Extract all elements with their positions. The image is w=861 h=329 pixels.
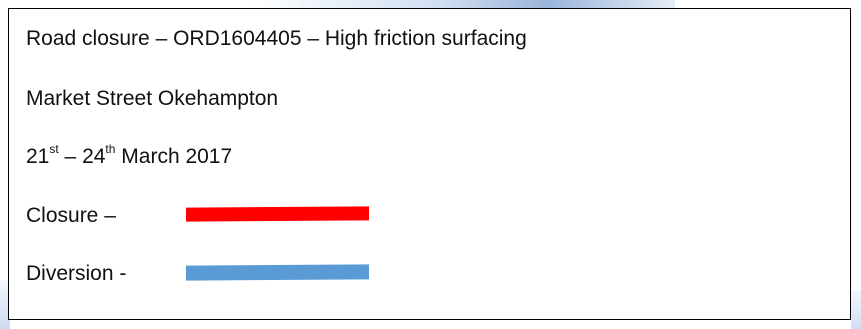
closure-swatch [186, 206, 369, 222]
date-range: 21st – 24th March 2017 [26, 142, 233, 169]
location-text: Market Street Okehampton [26, 87, 279, 110]
notice-title: Road closure – ORD1604405 – High frictio… [26, 27, 527, 50]
end-day-suffix: th [105, 142, 116, 156]
start-day-suffix: st [49, 142, 59, 156]
end-day: 24 [82, 145, 106, 168]
closure-legend-label: Closure – [26, 204, 116, 227]
diversion-legend-label: Diversion - [26, 262, 127, 285]
road-closure-notice: Road closure – ORD1604405 – High frictio… [8, 8, 851, 320]
month-year: March 2017 [115, 145, 233, 168]
diversion-swatch [186, 264, 369, 281]
start-day: 21 [26, 145, 50, 168]
background-map-fragment-right [851, 290, 861, 329]
date-separator: – [58, 145, 83, 168]
